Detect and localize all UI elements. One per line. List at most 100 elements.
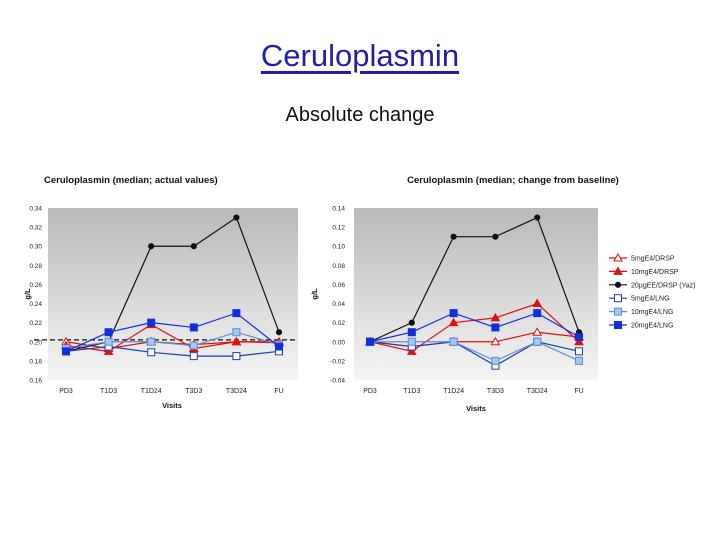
legend-marker — [613, 266, 623, 275]
data-point — [491, 323, 500, 332]
y-tick-label: 0.28 — [29, 263, 42, 270]
y-tick-label: 0.18 — [29, 358, 42, 365]
y-tick-label: 0.22 — [29, 320, 42, 327]
data-point — [366, 337, 374, 346]
legend-label: 10mgE4/DRSP — [631, 269, 679, 276]
plot-area — [48, 208, 298, 380]
data-point — [103, 346, 114, 355]
y-tick-label: 0.06 — [332, 282, 345, 289]
data-point — [575, 356, 583, 365]
legend-marker — [614, 281, 622, 288]
data-point — [448, 317, 459, 327]
data-point — [491, 356, 500, 365]
data-point — [450, 233, 457, 240]
data-point — [147, 337, 156, 346]
data-point — [275, 342, 283, 351]
data-point — [190, 243, 197, 250]
data-point — [407, 328, 416, 337]
data-point — [232, 328, 241, 337]
series-line — [65, 345, 280, 357]
y-tick-label: 0.04 — [332, 301, 345, 308]
legend: 5mgE4/DRSP 10mgE4/DRSP 20µgEE/DRSP (Yaz) 5m… — [609, 252, 695, 330]
data-point — [148, 243, 155, 250]
y-tick-label: 0.00 — [332, 339, 345, 346]
data-point — [532, 327, 543, 336]
chart-title: Ceruloplasmin (median; change from basel… — [407, 175, 619, 186]
data-point — [490, 312, 501, 322]
data-point — [189, 323, 198, 332]
data-point — [532, 298, 543, 308]
data-point — [534, 214, 541, 221]
data-point — [449, 309, 458, 318]
x-tick-label: T1D24 — [443, 388, 464, 395]
data-point — [147, 318, 156, 327]
y-tick-label: 0.16 — [29, 378, 42, 385]
x-tick-label: T1D3 — [403, 388, 420, 395]
y-axis-label: g/L — [310, 288, 319, 300]
series-line — [65, 312, 280, 352]
data-point — [408, 319, 415, 326]
series-line — [65, 323, 279, 352]
y-tick-label: 0.12 — [332, 225, 345, 232]
x-tick-label: T3D3 — [185, 388, 202, 395]
y-tick-label: 0.30 — [29, 244, 42, 251]
legend-marker — [614, 294, 622, 303]
data-point — [231, 336, 242, 346]
x-axis-label: Visits — [162, 401, 182, 410]
y-tick-label: 0.24 — [29, 301, 42, 308]
data-point — [232, 309, 241, 318]
chart-1: Ceruloplasmin (median; actual values) 0.3… — [23, 175, 298, 410]
x-tick-label: T3D24 — [226, 388, 247, 395]
data-point — [533, 309, 542, 318]
x-tick-label: T3D3 — [487, 388, 504, 395]
x-tick-label: FU — [274, 388, 283, 395]
data-point — [490, 336, 501, 346]
series-line — [369, 341, 580, 367]
data-point — [62, 347, 70, 356]
x-tick-label: T1D3 — [100, 388, 117, 395]
data-point — [189, 341, 198, 350]
legend-label: 10mgE4/LNG — [631, 309, 673, 316]
y-tick-label: -0.04 — [330, 378, 345, 385]
x-tick-label: T1D24 — [141, 388, 162, 395]
x-tick-label: PD3 — [59, 388, 73, 395]
series-line — [369, 312, 580, 343]
legend-marker — [613, 252, 623, 262]
legend-marker — [614, 307, 622, 316]
series-6 — [62, 309, 283, 356]
legend-label: 5mgE4/LNG — [631, 296, 670, 303]
chart-title: Ceruloplasmin (median; actual values) — [44, 175, 218, 186]
x-tick-label: T3D24 — [527, 388, 548, 395]
y-tick-label: 0.26 — [29, 282, 42, 289]
data-point — [575, 347, 583, 356]
data-point — [406, 346, 417, 355]
y-tick-label: 0.08 — [332, 263, 345, 270]
data-point — [147, 348, 156, 357]
legend-label: 20µgEE/DRSP (Yaz) — [631, 282, 695, 289]
chart-2: Ceruloplasmin (median; change from basel… — [310, 175, 619, 413]
y-tick-label: 0.20 — [29, 339, 42, 346]
data-point — [449, 337, 458, 346]
slide-title: Ceruloplasmin — [260, 38, 460, 73]
x-tick-label: PD3 — [363, 388, 377, 395]
data-point — [189, 352, 198, 361]
data-point — [233, 214, 240, 221]
data-point — [407, 337, 416, 346]
data-point — [104, 328, 113, 337]
data-point — [533, 337, 542, 346]
data-point — [232, 352, 241, 361]
y-tick-label: 0.14 — [332, 206, 345, 213]
x-axis-label: Visits — [466, 404, 486, 413]
series-line — [65, 331, 280, 350]
data-point — [575, 333, 583, 341]
y-tick-label: -0.02 — [330, 358, 345, 365]
y-tick-label: 0.34 — [29, 206, 42, 213]
data-point — [275, 329, 283, 336]
data-point — [104, 337, 113, 346]
y-tick-label: 0.10 — [332, 244, 345, 251]
series-6 — [366, 309, 583, 346]
data-point — [574, 336, 584, 346]
x-tick-label: FU — [574, 388, 583, 395]
y-axis-label: g/L — [23, 288, 32, 300]
legend-label: 5mgE4/DRSP — [631, 256, 675, 263]
